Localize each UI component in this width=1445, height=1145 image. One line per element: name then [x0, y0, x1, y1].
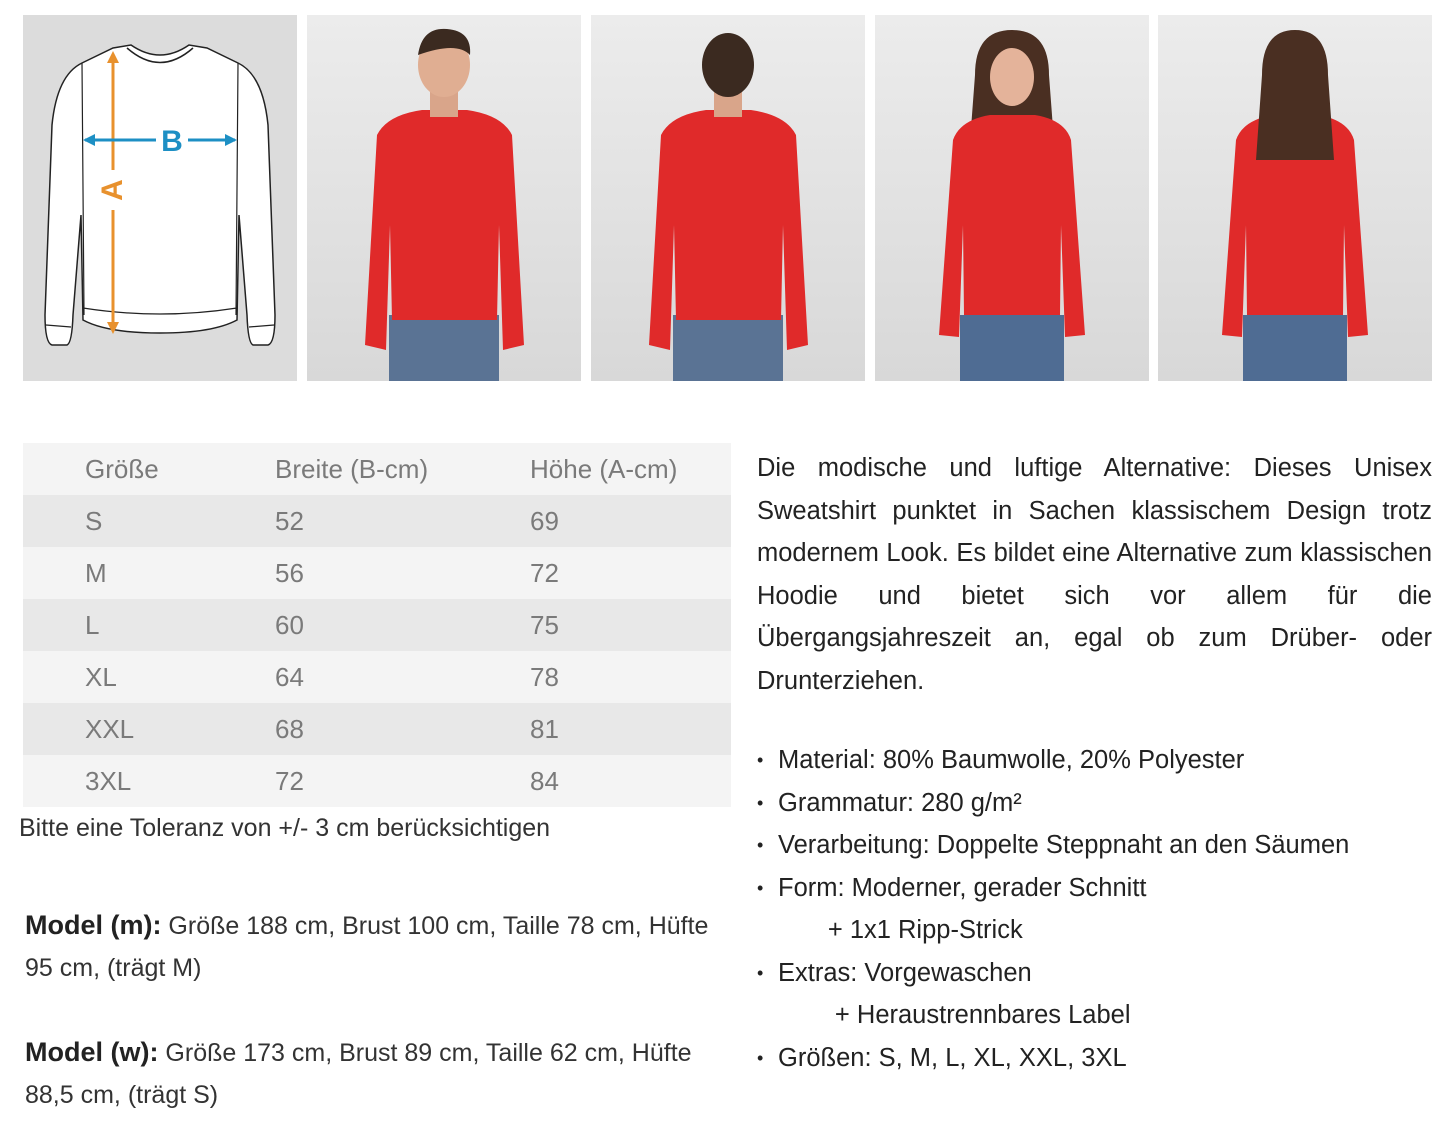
feature-item-continued: + 1x1 Ripp-Strick: [757, 916, 1023, 944]
feature-item: Größen: S, M, L, XL, XXL, 3XL: [757, 1037, 1349, 1080]
cell: 72: [275, 765, 304, 796]
cell: 60: [275, 609, 304, 640]
cell: 64: [275, 661, 304, 692]
label-a: A: [96, 179, 129, 201]
product-description: Die modische und luftige Alternative: Di…: [757, 454, 1432, 695]
feature-item: Grammatur: 280 g/m²: [757, 782, 1349, 825]
header-height: Höhe (A-cm): [530, 453, 678, 484]
cell: 78: [530, 661, 559, 692]
cell: L: [85, 609, 100, 640]
size-table: Größe Breite (B-cm) Höhe (A-cm) S 52 69 M 56 7…: [23, 443, 731, 807]
table-row: XL 64 78: [23, 651, 731, 703]
model-text: Größe 173 cm, Brust 89 cm, Taille 62 cm,…: [25, 1039, 692, 1109]
tolerance-note: Bitte eine Toleranz von +/- 3 cm berücks…: [19, 814, 551, 842]
model-label: Model (m):: [25, 910, 162, 940]
size-diagram: A B: [23, 15, 297, 381]
table-row: S 52 69: [23, 495, 731, 547]
cell: 56: [275, 557, 304, 588]
cell: 68: [275, 713, 304, 744]
table-row: L 60 75: [23, 599, 731, 651]
table-row: 3XL 72 84: [23, 755, 731, 807]
table-row: XXL 68 81: [23, 703, 731, 755]
cell: 75: [530, 609, 559, 640]
feature-item: Material: 80% Baumwolle, 20% Polyester: [757, 739, 1349, 782]
photo-model-w-back: [1158, 15, 1432, 381]
cell: 3XL: [85, 765, 132, 796]
feature-item: Verarbeitung: Doppelte Steppnaht an den …: [757, 824, 1349, 867]
cell: S: [85, 505, 103, 536]
label-b: B: [161, 125, 183, 158]
model-text: Größe 188 cm, Brust 100 cm, Taille 78 cm…: [25, 912, 709, 982]
cell: 81: [530, 713, 559, 744]
feature-item-continued: + Heraustrennbares Label: [757, 1001, 1131, 1029]
cell: XXL: [85, 713, 135, 744]
photo-model-m-back: [591, 15, 865, 381]
model-w-info: Model (w): Größe 173 cm, Brust 89 cm, Ta…: [25, 1031, 725, 1116]
cell: 72: [530, 557, 559, 588]
cell: 69: [530, 505, 559, 536]
feature-list: Material: 80% Baumwolle, 20% Polyester G…: [757, 739, 1349, 1079]
model-m-info: Model (m): Größe 188 cm, Brust 100 cm, T…: [25, 904, 725, 989]
feature-item: Extras: Vorgewaschen: [757, 952, 1349, 995]
photo-model-m-front: [307, 15, 581, 381]
header-width: Breite (B-cm): [275, 453, 429, 484]
cell: 52: [275, 505, 304, 536]
photo-model-w-front: [875, 15, 1149, 381]
cell: XL: [85, 661, 117, 692]
table-row: M 56 72: [23, 547, 731, 599]
table-header: Größe Breite (B-cm) Höhe (A-cm): [23, 443, 731, 495]
cell: M: [85, 557, 107, 588]
model-label: Model (w):: [25, 1037, 159, 1067]
cell: 84: [530, 765, 559, 796]
header-size: Größe: [85, 453, 159, 484]
feature-item: Form: Moderner, gerader Schnitt: [757, 867, 1349, 910]
